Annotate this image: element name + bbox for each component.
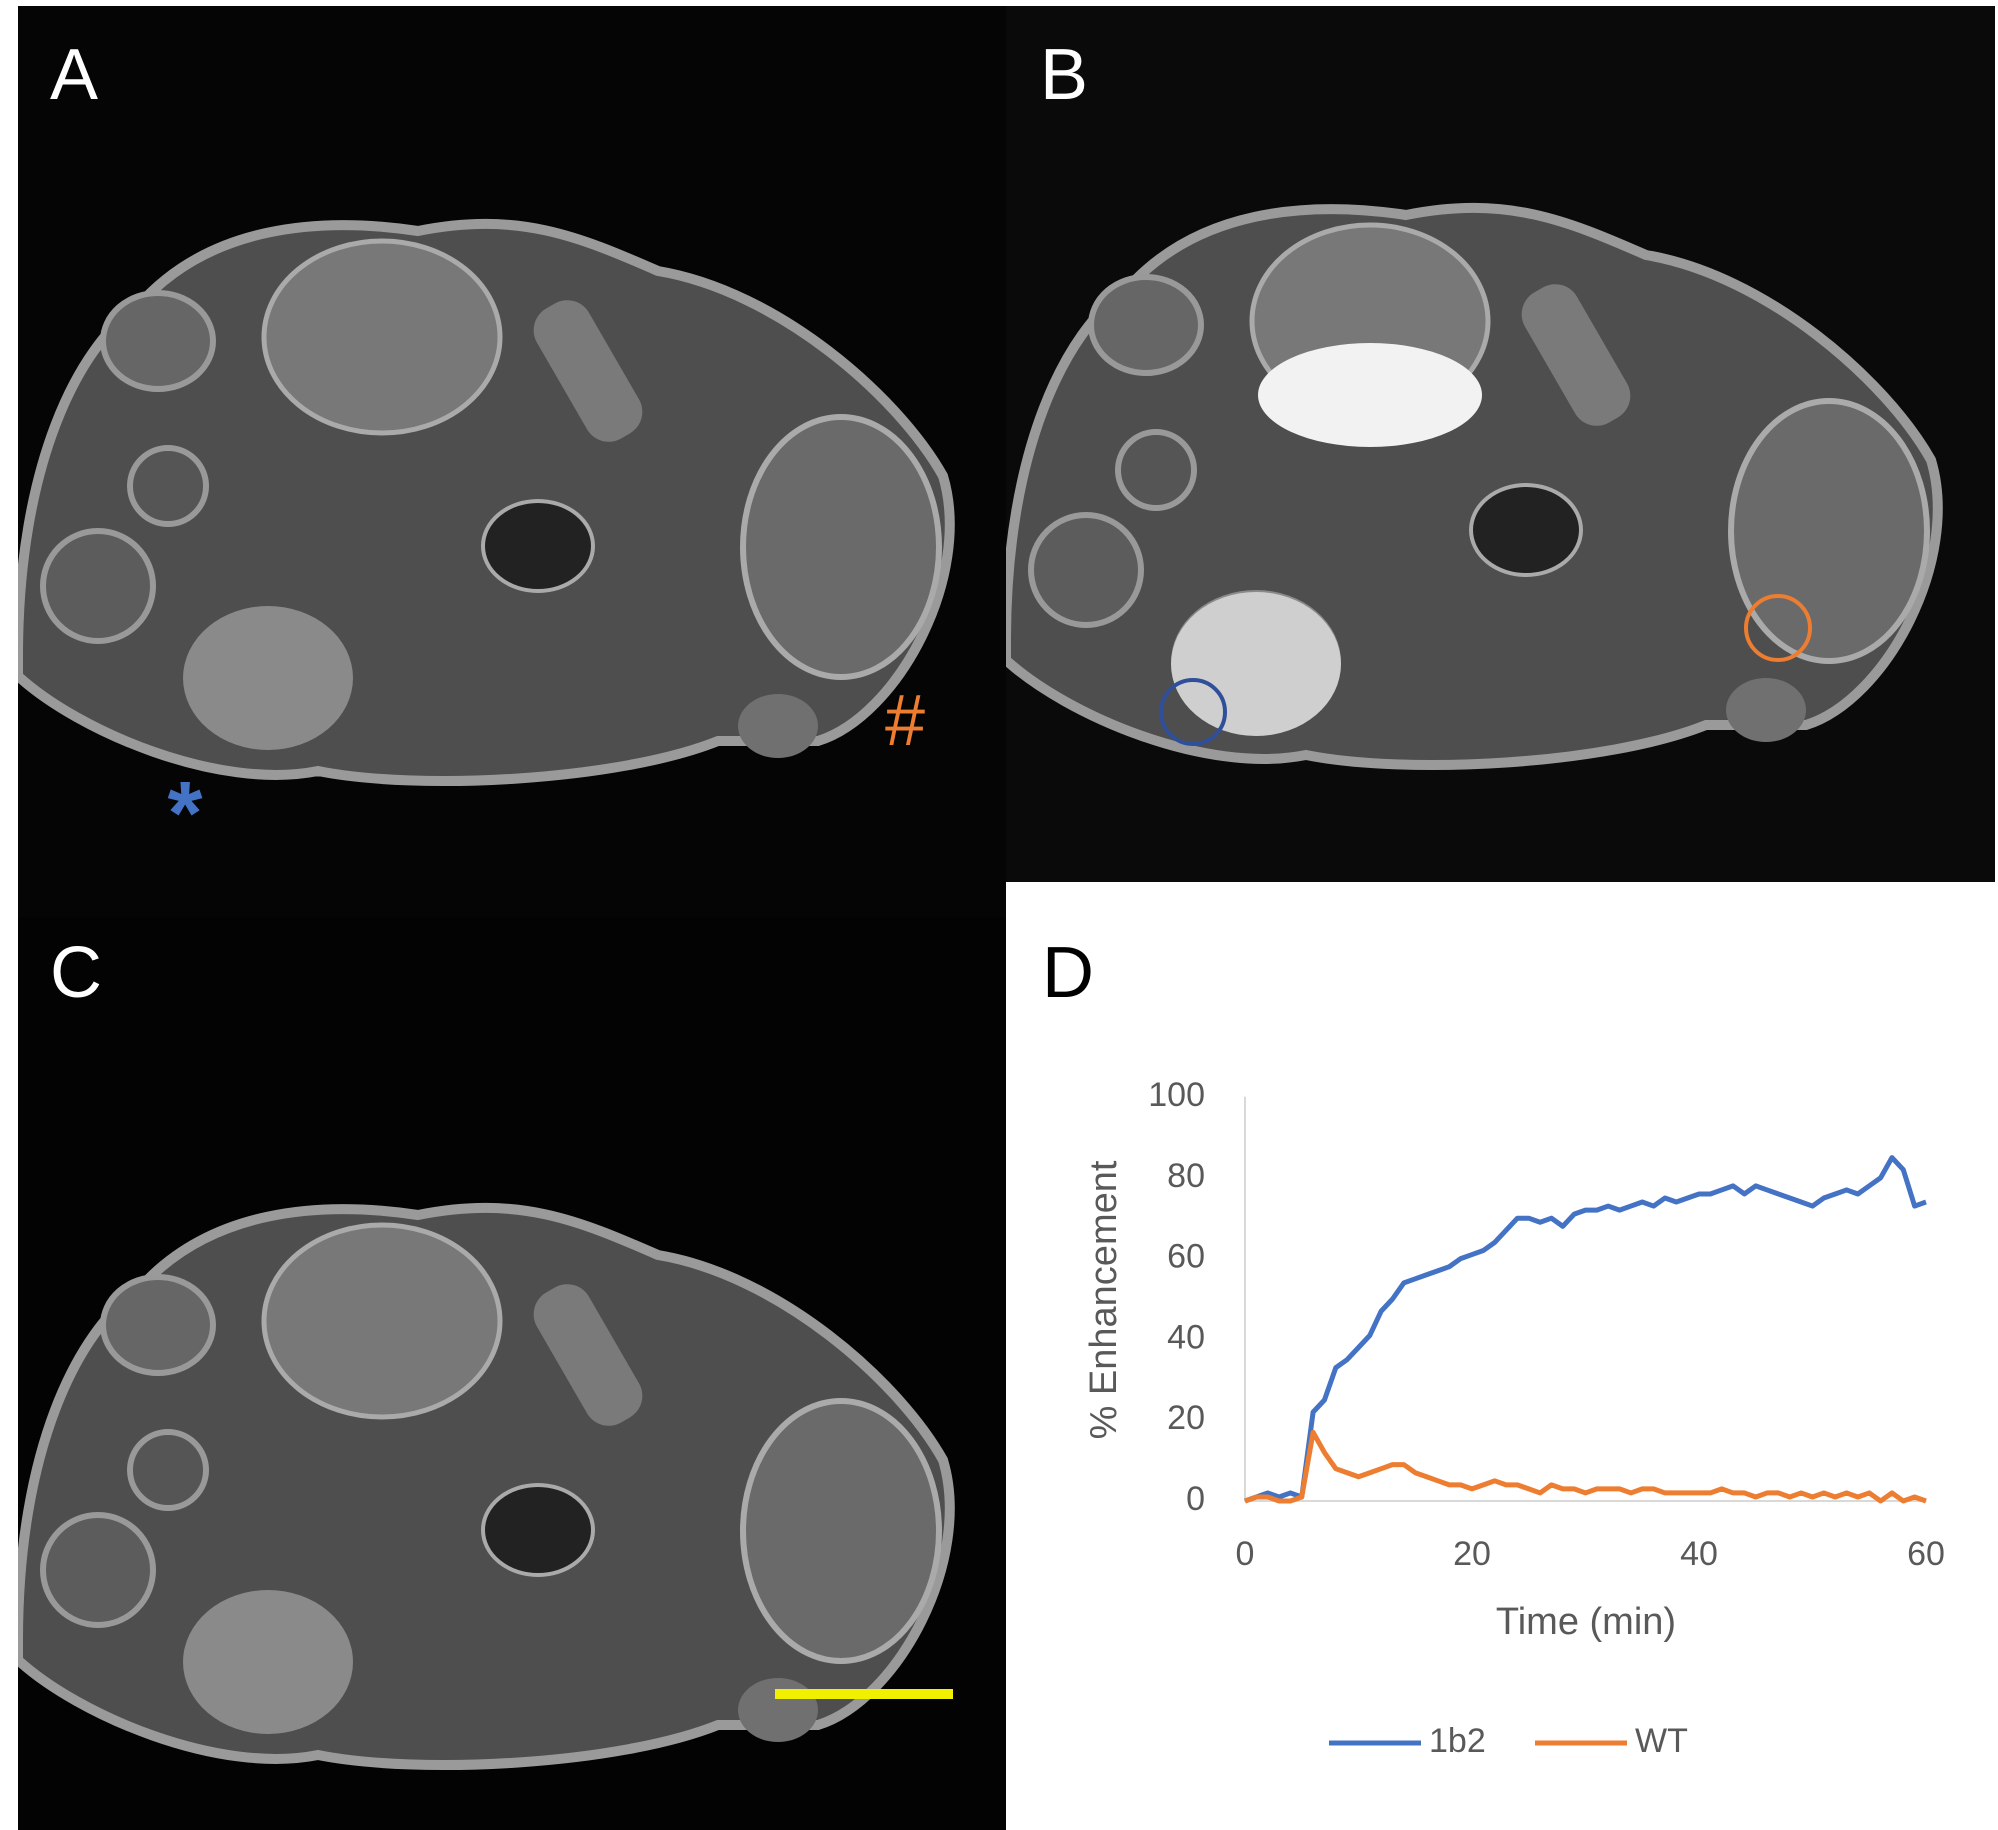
panel-label: B bbox=[1040, 35, 1088, 115]
panel-label: C bbox=[50, 933, 102, 1013]
panel-label: D bbox=[1042, 933, 1094, 1013]
panel-label: A bbox=[50, 35, 98, 115]
x-axis-title: Time (min) bbox=[1496, 1601, 1676, 1643]
scale-bar bbox=[775, 1689, 953, 1699]
x-tick-label: 20 bbox=[1453, 1535, 1491, 1573]
y-tick-label: 40 bbox=[1167, 1318, 1205, 1356]
y-tick-label: 20 bbox=[1167, 1399, 1205, 1437]
bladder-enhanced bbox=[1258, 343, 1482, 447]
x-tick-label: 60 bbox=[1907, 1535, 1945, 1573]
control-marker: # bbox=[885, 681, 925, 761]
y-tick-label: 60 bbox=[1167, 1238, 1205, 1276]
x-tick-label: 40 bbox=[1680, 1535, 1718, 1573]
data-line bbox=[1244, 1429, 1927, 1504]
tumor-enhanced bbox=[1171, 592, 1341, 736]
tumor-marker: * bbox=[167, 764, 202, 864]
y-tick-label: 80 bbox=[1167, 1157, 1205, 1195]
data-line bbox=[1244, 1155, 1927, 1504]
y-axis-title: % Enhancement bbox=[1083, 1160, 1125, 1439]
roi-tumor bbox=[1159, 678, 1227, 746]
x-tick-label: 0 bbox=[1236, 1535, 1255, 1573]
roi-control bbox=[1744, 594, 1812, 662]
y-tick-label: 100 bbox=[1148, 1076, 1205, 1114]
legend-label: 1b2 bbox=[1429, 1722, 1486, 1760]
legend-label: WT bbox=[1635, 1722, 1688, 1760]
y-tick-label: 0 bbox=[1186, 1480, 1205, 1518]
